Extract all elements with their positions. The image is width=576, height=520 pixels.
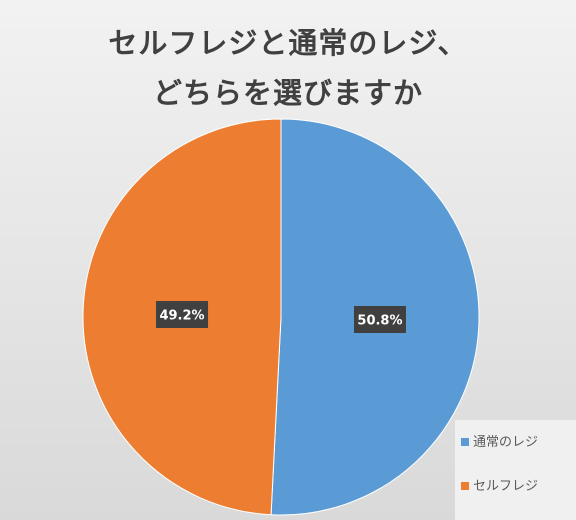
data-label-regular-register: 50.8%: [353, 305, 406, 333]
legend-label-regular: 通常のレジ: [473, 435, 538, 450]
data-label-self-checkout: 49.2%: [156, 301, 209, 329]
legend: 通常のレジ セルフレジ: [455, 420, 576, 520]
data-label-text: 49.2%: [159, 309, 204, 324]
legend-swatch-regular: [461, 438, 469, 446]
data-label-background: [353, 305, 406, 333]
chart-title-line-2: どちらを選びますか: [152, 76, 423, 110]
legend-label-self: セルフレジ: [473, 479, 538, 494]
legend-background: [455, 420, 576, 520]
chart-title-line-1: セルフレジと通常のレジ、: [108, 26, 468, 60]
legend-swatch-self: [461, 482, 469, 490]
data-label-text: 50.8%: [357, 313, 402, 328]
data-label-background: [156, 301, 209, 329]
